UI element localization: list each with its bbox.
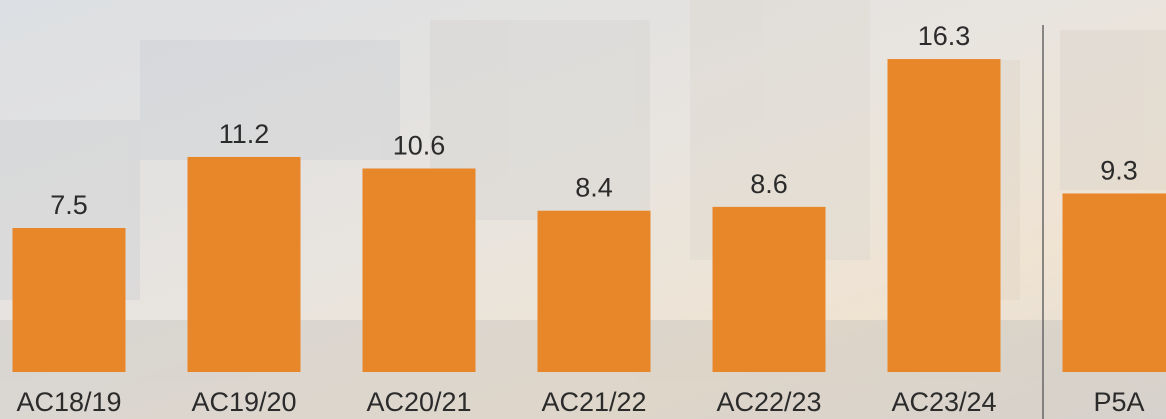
bar <box>537 210 651 372</box>
value-label: 7.5 <box>50 190 88 220</box>
value-label: 9.3 <box>1100 155 1138 185</box>
bar <box>187 156 301 372</box>
x-tick-label: P5A <box>1093 387 1144 417</box>
bar <box>712 206 826 372</box>
x-tick-label: AC19/20 <box>191 387 296 417</box>
x-tick-label: AC20/21 <box>366 387 471 417</box>
bar <box>362 168 476 372</box>
x-tick-label: AC18/19 <box>16 387 121 417</box>
bar <box>1062 193 1166 372</box>
value-label: 10.6 <box>393 130 446 160</box>
value-label: 8.4 <box>575 173 613 203</box>
x-tick-label: AC21/22 <box>541 387 646 417</box>
value-label: 11.2 <box>219 119 270 149</box>
bar <box>12 228 126 372</box>
x-tick-label: AC22/23 <box>716 387 821 417</box>
value-label: 8.6 <box>750 169 788 199</box>
value-label: 16.3 <box>918 21 971 51</box>
bar <box>887 59 1001 372</box>
x-tick-label: AC23/24 <box>891 387 996 417</box>
